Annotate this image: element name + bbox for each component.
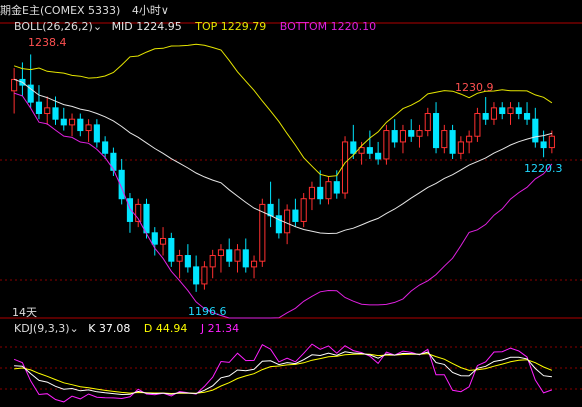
candle-down xyxy=(151,232,158,245)
candle-up xyxy=(135,203,142,222)
chevron-down-icon[interactable]: ∨ xyxy=(160,4,169,17)
candle-down xyxy=(242,249,249,268)
candle-up xyxy=(234,249,241,262)
kdj-indicator-label[interactable]: KDJ(9,3,3) xyxy=(14,322,70,335)
candle-up xyxy=(44,107,51,115)
boll-mid-line xyxy=(13,78,553,235)
candle-up xyxy=(490,107,498,120)
candle-up xyxy=(159,237,167,245)
chevron-down-icon[interactable]: ⌄ xyxy=(69,322,79,335)
candle-down xyxy=(532,118,539,143)
candle-up xyxy=(358,147,365,154)
low-label-mid: 1196.6 xyxy=(188,305,227,318)
boll-mid-value: MID 1224.95 xyxy=(111,20,182,33)
candle-down xyxy=(77,118,84,132)
candle-down xyxy=(184,255,191,268)
candle-down xyxy=(27,84,34,103)
candle-up xyxy=(209,255,216,268)
candle-up xyxy=(441,130,448,149)
candle-up xyxy=(383,130,390,160)
candle-up xyxy=(507,107,514,115)
candle-down xyxy=(118,169,125,200)
candle-up xyxy=(300,198,307,222)
kdj-legend: KDJ(9,3,3)⌄ K 37.08 D 44.94 J 21.34 xyxy=(14,322,239,335)
instrument-header: 期金E主(COMEX 5333) 4小时∨ xyxy=(0,2,169,18)
candle-up xyxy=(325,181,332,200)
candle-down xyxy=(449,130,456,154)
candle-down xyxy=(432,113,440,149)
boll-legend: BOLL(26,26,2)⌄ MID 1224.95 TOP 1229.79 B… xyxy=(14,20,376,33)
candle-down xyxy=(391,130,398,143)
candle-down xyxy=(126,198,134,222)
candle-down xyxy=(102,141,109,154)
candle-up xyxy=(308,186,316,200)
candle-down xyxy=(143,203,150,234)
candle-up xyxy=(466,135,473,143)
candle-down xyxy=(540,141,547,149)
candle-up xyxy=(399,130,407,143)
high-label-right: 1230.9 xyxy=(455,81,494,94)
period-label: 14天 xyxy=(12,306,37,319)
candle-down xyxy=(317,186,324,200)
boll-top-value: TOP 1229.79 xyxy=(195,20,267,33)
kdj-j-line xyxy=(13,343,553,403)
candle-up xyxy=(474,113,481,137)
low-label-right: 1220.3 xyxy=(524,162,563,175)
boll-indicator-label[interactable]: BOLL(26,26,2) xyxy=(14,20,93,33)
candle-down xyxy=(350,141,357,154)
candle-up xyxy=(11,78,18,92)
candle-up xyxy=(457,141,464,154)
chevron-down-icon[interactable]: ⌄ xyxy=(92,20,103,33)
boll-top-line xyxy=(13,43,553,178)
candle-up xyxy=(416,130,423,137)
kdj-k-value: K 37.08 xyxy=(88,322,131,335)
timeframe-selector[interactable]: 4小时 xyxy=(131,4,161,17)
kdj-d-value: D 44.94 xyxy=(143,322,188,335)
candle-down xyxy=(515,107,522,115)
candle-up xyxy=(259,203,266,262)
candle-up xyxy=(201,266,208,285)
high-label-left: 1238.4 xyxy=(28,36,67,49)
kdj-k-line xyxy=(14,351,552,396)
candle-up xyxy=(341,141,349,194)
candle-up xyxy=(548,135,555,149)
boll-bottom-line xyxy=(13,92,553,319)
candle-down xyxy=(408,130,415,137)
candle-down xyxy=(60,118,67,126)
candle-down xyxy=(168,237,175,262)
candle-down xyxy=(523,113,531,120)
candle-up xyxy=(424,113,431,132)
candle-down xyxy=(52,107,59,120)
candle-up xyxy=(217,249,225,257)
candle-down xyxy=(267,203,274,217)
candle-down xyxy=(499,107,506,115)
candle-down xyxy=(226,249,233,262)
candle-down xyxy=(292,209,299,222)
kdj-j-value: J 21.34 xyxy=(200,322,240,335)
candle-down xyxy=(35,101,43,115)
candle-down xyxy=(366,147,373,154)
candle-down xyxy=(93,124,100,143)
candle-up xyxy=(85,124,92,132)
candle-up xyxy=(284,209,291,234)
candle-down xyxy=(193,266,200,285)
candle-up xyxy=(68,118,76,126)
candle-down xyxy=(375,152,382,160)
candle-up xyxy=(250,260,258,268)
candle-down xyxy=(110,152,117,171)
kdj-d-line xyxy=(14,353,553,395)
boll-bottom-value: BOTTOM 1220.10 xyxy=(279,20,377,33)
candle-down xyxy=(482,113,489,120)
candle-down xyxy=(275,215,282,234)
instrument-title: 期金E主(COMEX 5333) xyxy=(0,4,121,17)
candle-down xyxy=(333,181,340,194)
candle-up xyxy=(176,255,183,262)
